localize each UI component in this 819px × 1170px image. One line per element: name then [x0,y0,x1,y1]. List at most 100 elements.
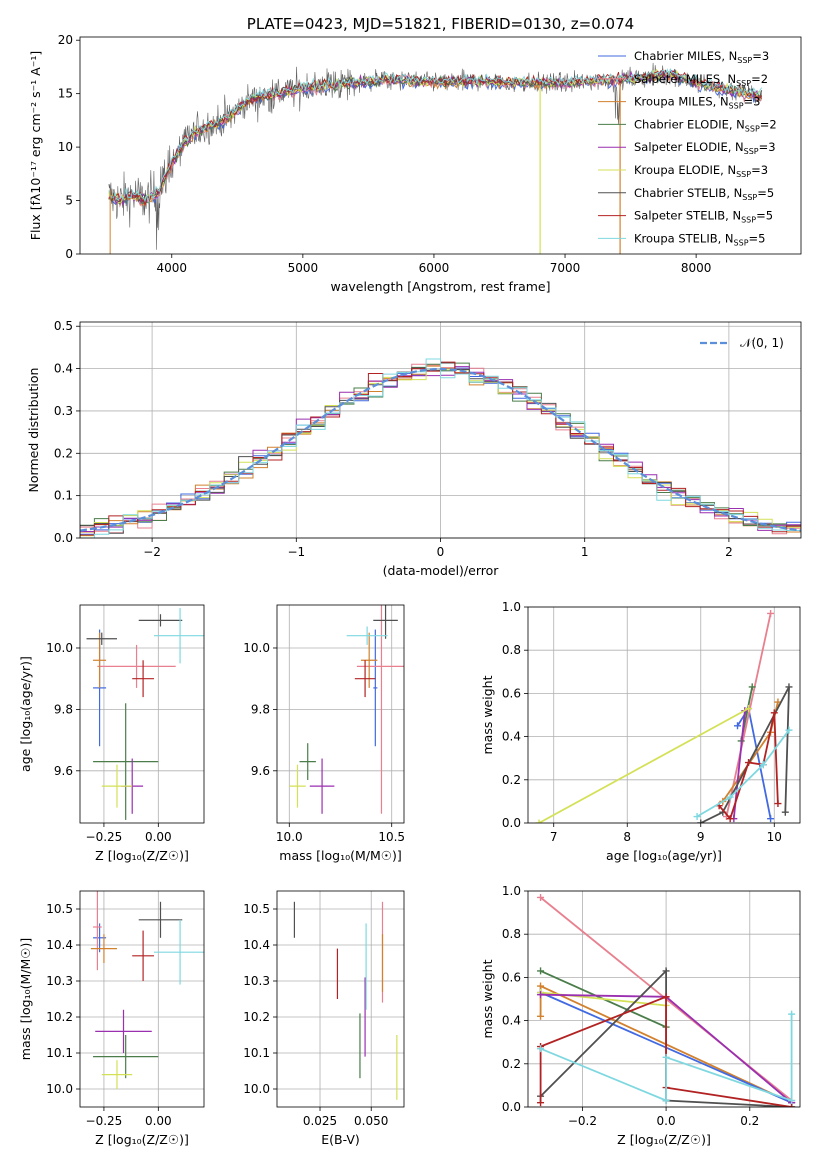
axes-border [79,604,205,824]
data-point [93,1035,159,1079]
legend-entry: Kroupa STELIB, NSSP=5 [634,231,765,247]
x-tick-label: 2 [725,545,733,559]
legend-entry: Salpeter ELODIE, NSSP=3 [634,140,776,156]
x-tick-label: −0.25 [86,830,123,844]
y-tick-label: 0.4 [502,1014,521,1028]
data-point [138,614,183,627]
y-tick-label: 0.6 [502,970,521,984]
plot-area [108,62,763,254]
axes-frame: 4000 5000 6000 7000 8000 0 5 10 15 20 wavelength [… [28,15,802,294]
axes-frame: −0.25 0.00 10.0 10.1 10.2 10.3 10.4 10.5 Z [log₁… [18,890,205,1147]
data-point [346,626,388,645]
y-tick-label: 0.4 [502,730,521,744]
x-tick-label: 0.0 [657,1114,676,1128]
mass-weight-marker [537,893,545,901]
y-tick-label: 0.1 [54,489,73,503]
grid [80,605,204,823]
mass-weight-marker [745,759,753,767]
y-tick-label: 0.8 [502,927,521,941]
y-tick-label: 0.2 [54,446,73,460]
y-tick-label: 0.4 [54,362,73,376]
data-point [101,1060,133,1089]
y-axis-label: mass weight [480,959,495,1038]
y-tick-label: 0.5 [54,319,73,333]
y-tick-label: 1.0 [502,884,521,898]
plot-area [90,891,204,1089]
y-tick-label: 9.6 [251,764,270,778]
x-axis-label: (data-model)/error [383,563,500,578]
mass-weight-marker [726,815,734,823]
y-tick-label: 1.0 [502,600,521,614]
data-point [93,632,107,688]
legend-entry: Chabrier MILES, NSSP=3 [634,49,769,65]
chart-title: PLATE=0423, MJD=51821, FIBERID=0130, z=0… [247,15,634,33]
axes-frame: −0.2 0.0 0.2 0.0 0.2 0.4 0.6 0.8 1.0 Z [log₁₀(Z/Z… [480,884,801,1147]
plot-area [86,608,204,820]
y-tick-label: 10.0 [46,1082,73,1096]
y-tick-label: 10.4 [46,938,73,952]
y-tick-label: 10.4 [243,938,270,952]
y-tick-label: 10.5 [46,902,73,916]
axes-border [276,604,405,824]
model-spectrum [108,67,763,203]
axes-border [79,321,802,539]
y-tick-label: 9.6 [54,764,73,778]
legend: Chabrier MILES, NSSP=3 Salpeter MILES, NS… [598,49,777,247]
y-tick-label: 0.3 [54,404,73,418]
y-tick-label: 10 [58,140,73,154]
x-tick-label: 8000 [681,261,712,275]
axes-border [527,890,801,1108]
axes-frame: −0.25 0.00 9.6 9.8 10.0 Z [log₁₀(Z/Z☉)] age [l… [18,604,205,863]
x-tick-label: −2 [143,545,161,559]
mass-vs-metallicity-panel: −0.25 0.00 10.0 10.1 10.2 10.3 10.4 10.5 Z [log₁… [18,890,205,1147]
legend-entry: Kroupa ELODIE, NSSP=3 [634,163,768,179]
y-tick-label: 20 [58,33,73,47]
x-axis-label: Z [log₁₀(Z/Z☉)] [95,848,189,863]
y-tick-label: 0.0 [54,531,73,545]
data-point [354,660,376,698]
data-point [373,629,378,747]
y-tick-label: 9.8 [54,702,73,716]
x-tick-label: 10.5 [378,830,405,844]
data-point [132,660,154,698]
mass-weight-marker [537,1045,545,1053]
mass-weight-marker [788,1097,796,1105]
mass-weight-marker [734,722,742,730]
plot-area [293,901,398,1100]
y-tick-label: 10.1 [243,1046,270,1060]
data-point [90,934,117,963]
mass-weight-vs-metallicity-panel: −0.2 0.0 0.2 0.0 0.2 0.4 0.6 0.8 1.0 Z [log₁₀(Z/Z… [480,884,801,1147]
data-point [373,605,398,639]
mass-weight-marker [662,967,670,975]
x-tick-label: 0.00 [145,1114,172,1128]
y-tick-label: 10.3 [243,974,270,988]
observed-spectrum [108,62,762,250]
plot-area [535,609,793,823]
age-vs-metallicity-panel: −0.25 0.00 9.6 9.8 10.0 Z [log₁₀(Z/Z☉)] age [l… [18,604,205,863]
x-tick-label: 1 [581,545,589,559]
legend-entry: Salpeter STELIB, NSSP=5 [634,209,773,225]
y-tick-label: 0.8 [502,643,521,657]
y-tick-label: 10.0 [243,1082,270,1096]
x-tick-label: 7000 [550,261,581,275]
x-tick-label: 6000 [419,261,450,275]
x-tick-label: 0.025 [303,1114,337,1128]
mass-weight-marker [774,800,782,808]
y-axis-label: Normed distribution [26,368,41,493]
plot-area [289,605,404,814]
x-tick-label: 10.0 [276,830,303,844]
x-tick-label: 10 [767,830,782,844]
axes-frame: 7 8 9 10 0.0 0.2 0.4 0.6 0.8 1.0 age [log₁₀(age/yr… [480,600,801,863]
spectrum-panel: 4000 5000 6000 7000 8000 0 5 10 15 20 wavelength [… [28,15,802,294]
mass-weight-marker [535,819,543,823]
mass-weight-vs-age-panel: 7 8 9 10 0.0 0.2 0.4 0.6 0.8 1.0 age [log₁₀(age/yr… [480,600,801,863]
y-tick-label: 10.3 [46,974,73,988]
y-tick-label: 5 [65,194,73,208]
y-axis-label: mass weight [480,675,495,754]
y-axis-label: mass [log₁₀(M/M☉)] [18,938,33,1060]
mass-weight-series [718,712,779,821]
mass-weight-marker [537,1012,545,1020]
mass-weight-marker [662,993,670,1001]
age-vs-mass-panel: 10.0 10.5 9.6 9.8 10.0 mass [log₁₀(M/M☉)] [243,604,405,863]
